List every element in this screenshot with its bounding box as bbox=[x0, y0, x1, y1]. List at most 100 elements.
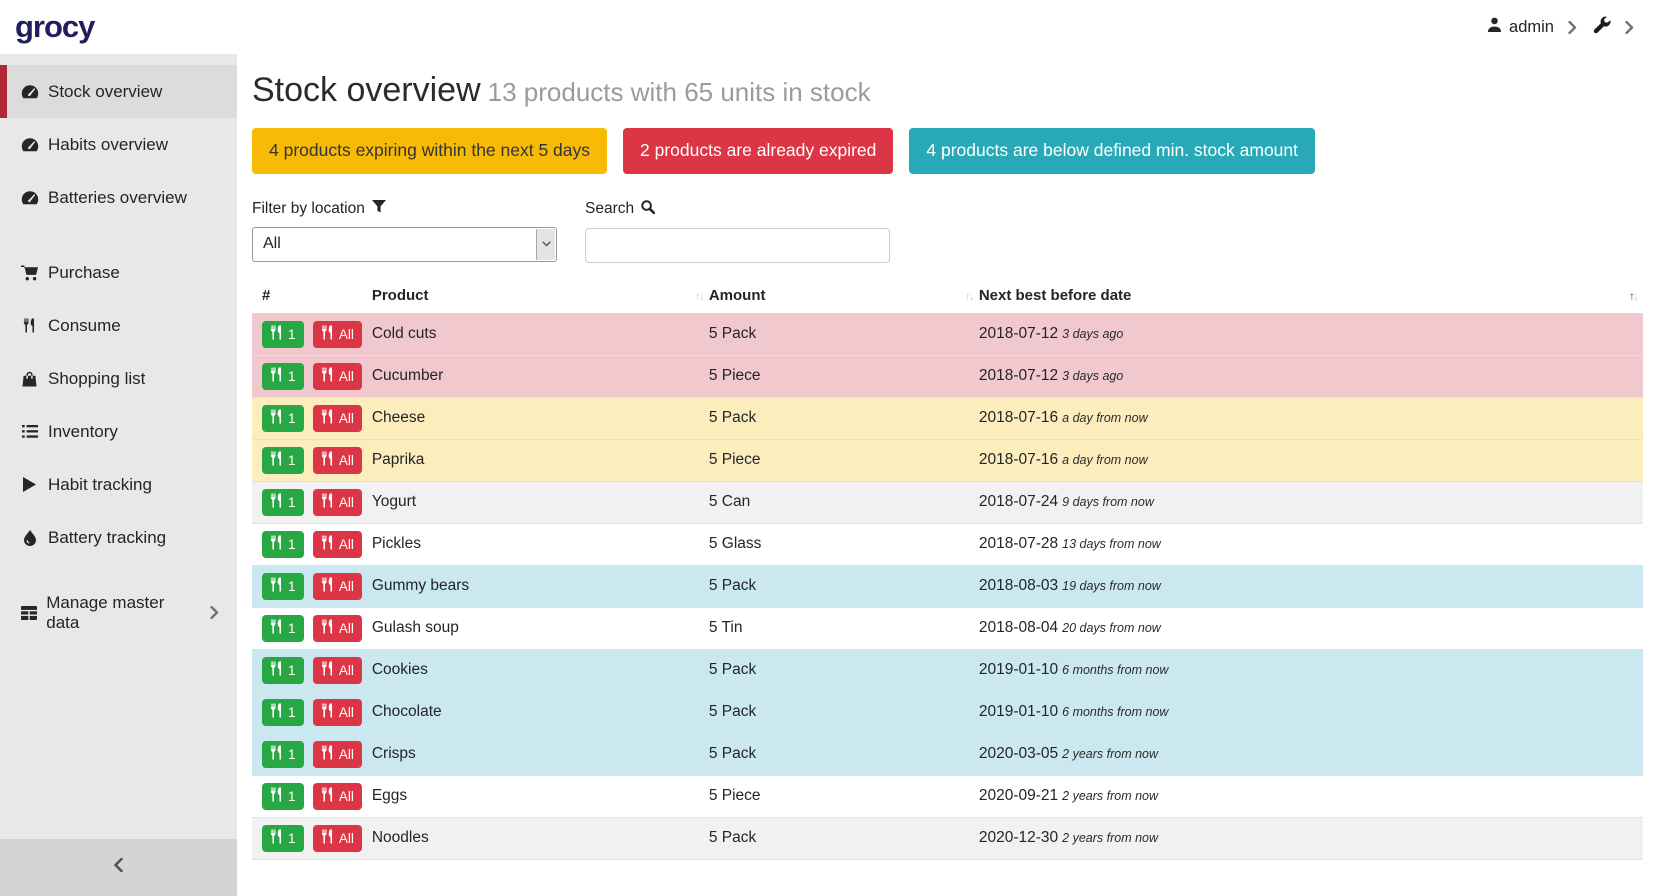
sidebar-item-habits-overview[interactable]: Habits overview bbox=[0, 118, 237, 171]
utensils-icon bbox=[321, 535, 334, 553]
chevron-right-icon[interactable] bbox=[1568, 20, 1577, 34]
table-row: 1 All Cheese 5 Pack 2018-07-16 a day from… bbox=[252, 396, 1643, 440]
consume-one-button[interactable]: 1 bbox=[262, 404, 304, 432]
consume-one-button[interactable]: 1 bbox=[262, 530, 304, 558]
consume-one-button[interactable]: 1 bbox=[262, 698, 304, 726]
sidebar-item-habit-tracking[interactable]: Habit tracking bbox=[0, 458, 237, 511]
consume-one-button[interactable]: 1 bbox=[262, 656, 304, 684]
user-menu[interactable]: admin bbox=[1487, 17, 1554, 37]
product-name: Crisps bbox=[371, 732, 709, 776]
best-before-cell: 2018-07-16 a day from now bbox=[978, 396, 1643, 440]
best-before-date: 2018-08-04 bbox=[978, 619, 1059, 637]
amount: 5 Pack bbox=[708, 564, 979, 608]
consume-one-button[interactable]: 1 bbox=[262, 782, 304, 810]
table-row: 1 All Paprika 5 Piece 2018-07-16 a day fr… bbox=[252, 438, 1643, 482]
consume-one-button[interactable]: 1 bbox=[262, 824, 304, 852]
product-name: Chocolate bbox=[371, 690, 709, 734]
sidebar-item-stock-overview[interactable]: Stock overview bbox=[0, 65, 237, 118]
location-filter-select[interactable]: All bbox=[252, 226, 557, 262]
sidebar-item-batteries-overview[interactable]: Batteries overview bbox=[0, 171, 237, 224]
consume-one-button[interactable]: 1 bbox=[262, 488, 304, 516]
sidebar-item-label: Battery tracking bbox=[48, 527, 167, 547]
consume-all-button[interactable]: All bbox=[312, 740, 362, 768]
sidebar-item-manage-master-data[interactable]: Manage master data bbox=[0, 586, 237, 639]
column-header-product[interactable]: Product ↑↓ bbox=[371, 278, 709, 314]
page-title: Stock overview 13 products with 65 units … bbox=[252, 71, 1643, 110]
filter-by-location-label: Filter by location bbox=[252, 199, 557, 218]
amount: 5 Piece bbox=[708, 774, 979, 818]
timeago-text: 6 months from now bbox=[1062, 663, 1169, 678]
timeago-text: 2 years from now bbox=[1062, 747, 1159, 762]
utensils-icon bbox=[321, 745, 334, 763]
sidebar-item-label: Purchase bbox=[48, 262, 120, 282]
consume-all-button[interactable]: All bbox=[312, 488, 362, 516]
utensils-icon bbox=[270, 325, 283, 343]
sidebar-item-battery-tracking[interactable]: Battery tracking bbox=[0, 511, 237, 564]
consume-one-button[interactable]: 1 bbox=[262, 362, 304, 390]
sidebar-item-shopping-list[interactable]: Shopping list bbox=[0, 352, 237, 405]
user-name: admin bbox=[1509, 17, 1554, 36]
consume-all-button[interactable]: All bbox=[312, 656, 362, 684]
consume-one-button[interactable]: 1 bbox=[262, 572, 304, 600]
search-input[interactable] bbox=[585, 227, 890, 263]
expired-alert-button[interactable]: 2 products are already expired bbox=[623, 128, 894, 174]
amount: 5 Pack bbox=[708, 312, 979, 356]
best-before-cell: 2018-07-12 3 days ago bbox=[978, 354, 1643, 398]
sidebar-item-inventory[interactable]: Inventory bbox=[0, 405, 237, 458]
column-header-amount[interactable]: Amount ↑↓ bbox=[708, 278, 979, 314]
cart-icon bbox=[20, 265, 39, 281]
consume-all-button[interactable]: All bbox=[312, 530, 362, 558]
sidebar-item-label: Batteries overview bbox=[48, 187, 187, 207]
consume-all-button[interactable]: All bbox=[312, 320, 362, 348]
sidebar-collapse-button[interactable] bbox=[0, 839, 237, 896]
caret-down-icon bbox=[536, 228, 555, 260]
location-filter-value: All bbox=[263, 235, 281, 253]
timeago-text: 19 days from now bbox=[1062, 579, 1161, 594]
best-before-cell: 2018-07-12 3 days ago bbox=[978, 312, 1643, 356]
page-title-text: Stock overview bbox=[252, 71, 481, 109]
utensils-icon bbox=[321, 703, 334, 721]
consume-all-button[interactable]: All bbox=[312, 362, 362, 390]
expiring-alert-button[interactable]: 4 products expiring within the next 5 da… bbox=[252, 128, 608, 174]
wrench-icon bbox=[1593, 16, 1611, 39]
chevron-left-icon bbox=[114, 857, 123, 877]
consume-all-button[interactable]: All bbox=[312, 404, 362, 432]
main-content: Stock overview 13 products with 65 units … bbox=[237, 71, 1658, 860]
sidebar-item-label: Habits overview bbox=[48, 134, 168, 154]
consume-one-button[interactable]: 1 bbox=[262, 740, 304, 768]
table-row: 1 All Cucumber 5 Piece 2018-07-12 3 days … bbox=[252, 354, 1643, 398]
consume-one-button[interactable]: 1 bbox=[262, 446, 304, 474]
consume-all-button[interactable]: All bbox=[312, 572, 362, 600]
below-min-stock-alert-button[interactable]: 4 products are below defined min. stock … bbox=[909, 128, 1315, 174]
chevron-right-icon[interactable] bbox=[1625, 20, 1634, 34]
utensils-icon bbox=[321, 619, 334, 637]
utensils-icon bbox=[270, 577, 283, 595]
column-header-actions[interactable]: # bbox=[252, 278, 372, 314]
best-before-date: 2018-07-16 bbox=[978, 451, 1059, 469]
table-header-row: # Product ↑↓ Amount ↑↓ Next best before … bbox=[252, 278, 1643, 314]
settings-menu[interactable] bbox=[1593, 16, 1611, 39]
list-icon bbox=[20, 425, 39, 438]
sort-icon: ↑↓ bbox=[964, 288, 975, 303]
timeago-text: 3 days ago bbox=[1062, 369, 1124, 384]
product-name: Paprika bbox=[371, 438, 709, 482]
sidebar-item-consume[interactable]: Consume bbox=[0, 299, 237, 352]
column-header-best-before[interactable]: Next best before date ↑↓ bbox=[978, 278, 1643, 314]
utensils-icon bbox=[270, 703, 283, 721]
consume-all-button[interactable]: All bbox=[312, 446, 362, 474]
consume-all-button[interactable]: All bbox=[312, 698, 362, 726]
sidebar-item-purchase[interactable]: Purchase bbox=[0, 246, 237, 299]
utensils-icon bbox=[270, 661, 283, 679]
consume-all-button[interactable]: All bbox=[312, 824, 362, 852]
amount: 5 Pack bbox=[708, 396, 979, 440]
consume-one-button[interactable]: 1 bbox=[262, 614, 304, 642]
consume-one-button[interactable]: 1 bbox=[262, 320, 304, 348]
sidebar: Stock overview Habits overview Batteries o… bbox=[0, 54, 237, 896]
amount: 5 Glass bbox=[708, 522, 979, 566]
app-logo[interactable]: grocy bbox=[15, 9, 95, 44]
consume-all-button[interactable]: All bbox=[312, 782, 362, 810]
consume-all-button[interactable]: All bbox=[312, 614, 362, 642]
utensils-icon bbox=[270, 619, 283, 637]
utensils-icon bbox=[270, 451, 283, 469]
table-row: 1 All Gummy bears 5 Pack 2018-08-03 19 da… bbox=[252, 564, 1643, 608]
